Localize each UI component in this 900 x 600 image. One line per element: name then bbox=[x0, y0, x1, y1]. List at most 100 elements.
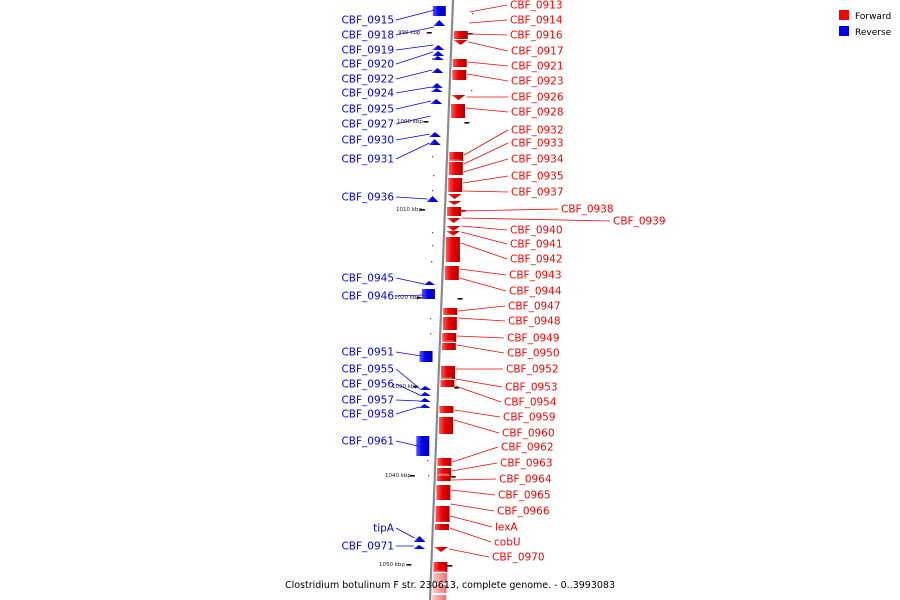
forward-gene-label[interactable]: CBF_0963 bbox=[500, 458, 553, 470]
forward-gene-block-bevel bbox=[439, 403, 454, 406]
forward-gene-label[interactable]: CBF_0970 bbox=[492, 552, 545, 564]
forward-gene-label[interactable]: CBF_0965 bbox=[498, 490, 551, 502]
reverse-gene-label[interactable]: CBF_0931 bbox=[341, 154, 394, 166]
reverse-gene-label[interactable]: CBF_0925 bbox=[341, 104, 394, 116]
forward-gene-label[interactable]: CBF_0921 bbox=[511, 61, 564, 73]
forward-gene-label[interactable]: CBF_0966 bbox=[497, 506, 550, 518]
forward-gene-label[interactable]: CBF_0949 bbox=[507, 333, 560, 345]
forward-gene-label[interactable]: CBF_0939 bbox=[613, 216, 666, 228]
forward-gene-label[interactable]: CBF_0943 bbox=[509, 270, 562, 282]
scale-mark-label: 1000 kbp bbox=[397, 119, 423, 125]
forward-gene-block-bevel bbox=[439, 414, 454, 417]
forward-gene-label[interactable]: CBF_0914 bbox=[510, 15, 563, 27]
forward-gene-block-faded bbox=[432, 585, 447, 593]
reverse-gene-label[interactable]: tipA bbox=[373, 523, 395, 535]
reverse-gene-label[interactable]: CBF_0915 bbox=[341, 15, 394, 27]
forward-gene-label[interactable]: CBF_0942 bbox=[510, 254, 563, 266]
forward-gene-leader bbox=[451, 462, 498, 472]
forward-gene-leader bbox=[450, 503, 495, 512]
forward-gene-label[interactable]: CBF_0926 bbox=[511, 92, 564, 104]
minor-tick bbox=[430, 333, 432, 335]
forward-gene-block-bevel bbox=[443, 305, 458, 308]
reverse-gene-label[interactable]: CBF_0971 bbox=[341, 541, 394, 553]
reverse-gene-label[interactable]: CBF_0957 bbox=[341, 395, 394, 407]
reverse-gene-label[interactable]: CBF_0918 bbox=[341, 30, 394, 42]
forward-gene-label[interactable]: CBF_0933 bbox=[511, 138, 564, 150]
forward-gene-label[interactable]: CBF_0962 bbox=[501, 442, 554, 454]
forward-gene-block bbox=[448, 162, 463, 175]
forward-gene-block bbox=[440, 366, 455, 379]
minor-tick bbox=[471, 90, 473, 92]
forward-gene-label[interactable]: CBF_0959 bbox=[503, 412, 556, 424]
forward-gene-leader bbox=[462, 175, 509, 184]
forward-gene-label[interactable]: CBF_0944 bbox=[509, 286, 562, 298]
reverse-gene-leader bbox=[395, 133, 430, 141]
forward-gene-leader bbox=[459, 268, 507, 276]
scale-mark-label: 990 kbp bbox=[398, 30, 421, 36]
reverse-gene-label[interactable]: CBF_0936 bbox=[341, 192, 394, 204]
reverse-gene-label[interactable]: CBF_0946 bbox=[341, 291, 394, 303]
minor-tick bbox=[432, 156, 434, 158]
forward-gene-label[interactable]: lexA bbox=[495, 522, 518, 534]
forward-gene-label[interactable]: CBF_0937 bbox=[511, 187, 564, 199]
legend-reverse-label: Reverse bbox=[855, 28, 892, 38]
reverse-gene-label[interactable]: CBF_0961 bbox=[341, 436, 394, 448]
forward-gene-label[interactable]: CBF_0960 bbox=[502, 428, 555, 440]
reverse-gene-label[interactable]: CBF_0955 bbox=[341, 364, 394, 376]
reverse-gene-arrow bbox=[432, 51, 445, 56]
forward-gene-label[interactable]: CBF_0934 bbox=[511, 154, 564, 166]
forward-gene-label[interactable]: CBF_0940 bbox=[510, 225, 563, 237]
forward-gene-label[interactable]: CBF_0938 bbox=[561, 204, 614, 216]
forward-gene-label[interactable]: CBF_0953 bbox=[505, 382, 558, 394]
forward-gene-block-bevel bbox=[440, 363, 455, 366]
scale-tick-right bbox=[464, 122, 470, 124]
forward-gene-block-faded bbox=[432, 595, 447, 600]
forward-gene-label[interactable]: CBF_0916 bbox=[510, 30, 563, 42]
forward-gene-label[interactable]: CBF_0935 bbox=[511, 171, 564, 183]
reverse-gene-leader bbox=[395, 294, 424, 297]
forward-gene-arrow bbox=[453, 40, 468, 45]
forward-gene-label[interactable]: cobU bbox=[494, 537, 521, 549]
forward-gene-leader bbox=[468, 41, 509, 52]
forward-gene-label[interactable]: CBF_0948 bbox=[508, 316, 561, 328]
reverse-gene-leader bbox=[395, 277, 425, 285]
scale-tick-left bbox=[406, 564, 412, 566]
reverse-gene-label[interactable]: CBF_0951 bbox=[341, 347, 394, 359]
forward-gene-label[interactable]: CBF_0928 bbox=[511, 107, 564, 119]
forward-gene-label[interactable]: CBF_0964 bbox=[499, 474, 552, 486]
forward-gene-label[interactable]: CBF_0917 bbox=[511, 46, 564, 58]
forward-gene-label[interactable]: CBF_0954 bbox=[504, 397, 557, 409]
reverse-gene-leader bbox=[395, 51, 434, 65]
reverse-gene-block-bevel bbox=[416, 433, 430, 436]
reverse-gene-label[interactable]: CBF_0930 bbox=[341, 135, 394, 147]
reverse-gene-label[interactable]: CBF_0945 bbox=[341, 273, 394, 285]
reverse-gene-arrow bbox=[423, 281, 436, 285]
scale-tick-left bbox=[409, 475, 415, 477]
reverse-gene-label[interactable]: CBF_0920 bbox=[341, 59, 394, 71]
forward-gene-block bbox=[433, 562, 448, 572]
forward-gene-label[interactable]: CBF_0932 bbox=[511, 125, 564, 137]
scale-tick-left bbox=[426, 32, 432, 34]
forward-gene-leader bbox=[455, 385, 502, 403]
minor-tick bbox=[433, 175, 435, 177]
reverse-gene-leader bbox=[395, 100, 432, 110]
forward-gene-block-bevel bbox=[437, 455, 452, 458]
reverse-gene-label[interactable]: CBF_0927 bbox=[341, 119, 394, 131]
forward-gene-label[interactable]: CBF_0947 bbox=[508, 301, 561, 313]
forward-gene-label[interactable]: CBF_0913 bbox=[510, 0, 563, 12]
reverse-gene-label[interactable]: CBF_0919 bbox=[341, 45, 394, 57]
forward-gene-label[interactable]: CBF_0952 bbox=[506, 364, 559, 376]
reverse-gene-label[interactable]: CBF_0956 bbox=[341, 379, 394, 391]
reverse-gene-arrow bbox=[418, 398, 431, 402]
forward-gene-leader bbox=[451, 489, 496, 496]
forward-gene-label[interactable]: CBF_0941 bbox=[510, 239, 563, 251]
forward-gene-leader bbox=[461, 225, 508, 231]
forward-gene-label[interactable]: CBF_0950 bbox=[507, 348, 560, 360]
forward-gene-leader bbox=[463, 158, 509, 173]
reverse-gene-block bbox=[419, 351, 433, 362]
reverse-gene-label[interactable]: CBF_0958 bbox=[341, 409, 394, 421]
reverse-gene-leader bbox=[395, 196, 428, 200]
forward-gene-label[interactable]: CBF_0923 bbox=[511, 76, 564, 88]
reverse-gene-label[interactable]: CBF_0924 bbox=[341, 88, 394, 100]
reverse-gene-label[interactable]: CBF_0922 bbox=[341, 74, 394, 86]
